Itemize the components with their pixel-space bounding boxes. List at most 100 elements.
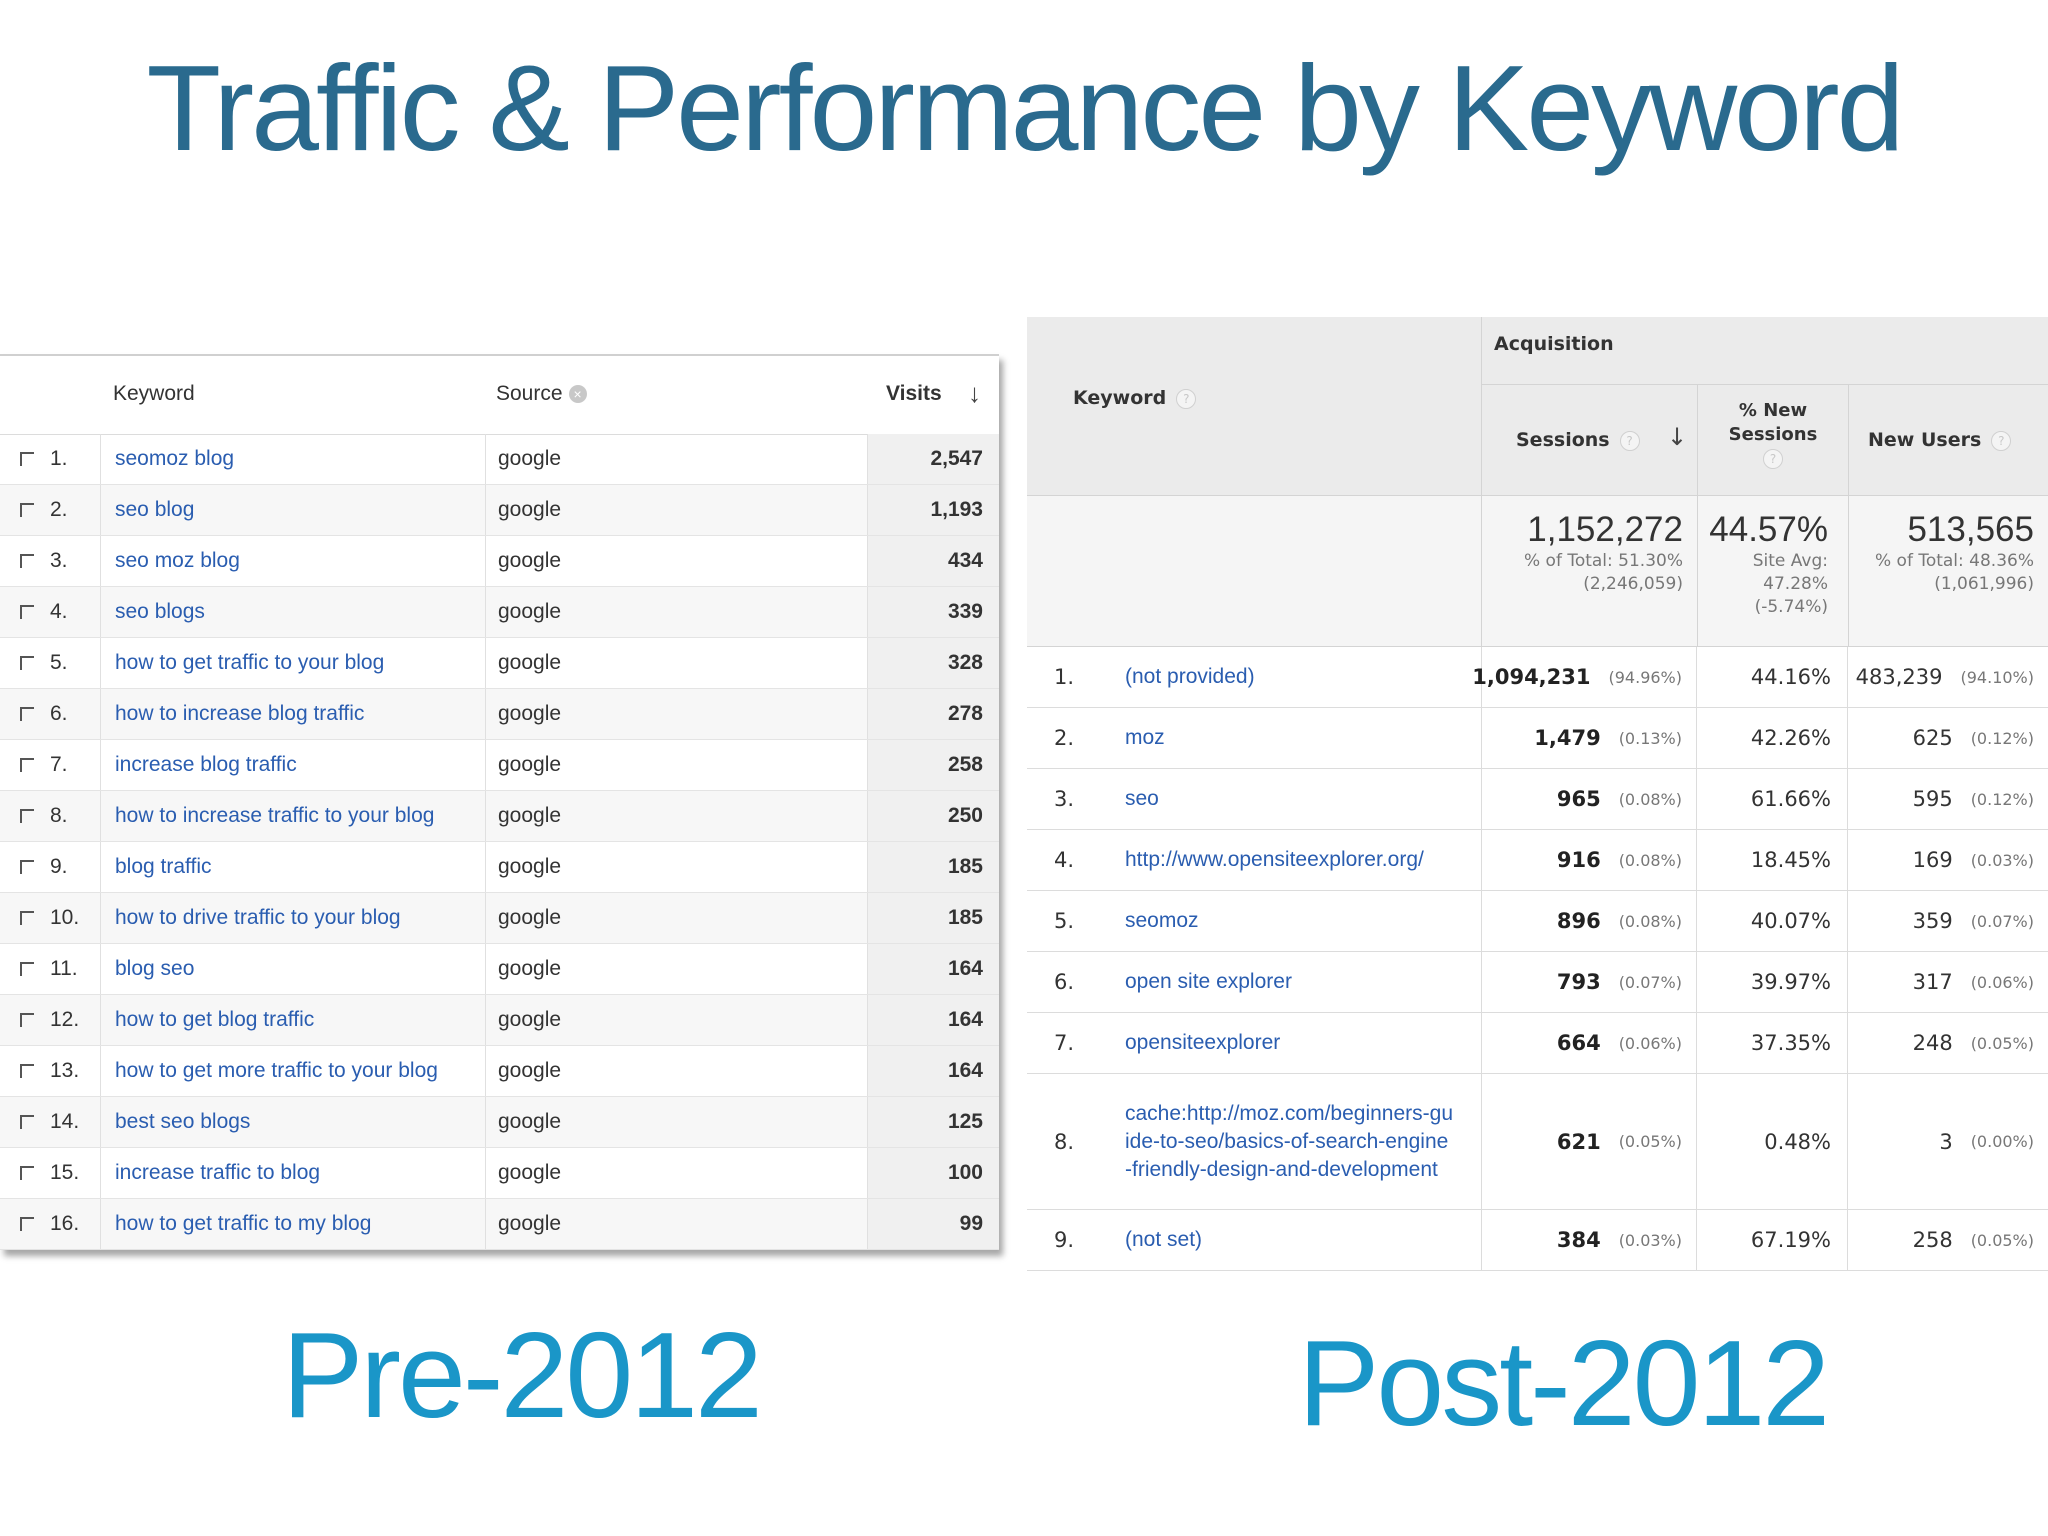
checkbox-icon[interactable] (20, 1217, 34, 1231)
keyword-link[interactable]: (not provided) (1125, 665, 1255, 688)
keyword-link[interactable]: moz (1125, 726, 1165, 749)
keyword-link[interactable]: open site explorer (1125, 970, 1292, 993)
keyword-link[interactable]: increase traffic to blog (115, 1161, 321, 1184)
pre-2012-caption: Pre-2012 (282, 1307, 763, 1443)
keyword-link[interactable]: seo (1125, 787, 1159, 810)
pct-new-sessions-cell: 44.16% (1698, 647, 1848, 707)
checkbox-icon[interactable] (20, 911, 34, 925)
sessions-cell: 1,094,231 (94.96%) (1472, 647, 1697, 707)
keyword-link[interactable]: how to get traffic to your blog (115, 651, 385, 674)
source-cell: google (486, 689, 868, 739)
checkbox-icon[interactable] (20, 503, 34, 517)
visits-column-header[interactable]: Visits (886, 382, 942, 405)
table-row: 9. blog traffic google 185 (0, 842, 999, 893)
keyword-link[interactable]: seomoz blog (115, 447, 235, 470)
checkbox-icon[interactable] (20, 809, 34, 823)
help-icon[interactable]: ? (1991, 431, 2012, 451)
keyword-link[interactable]: best seo blogs (115, 1110, 251, 1133)
new-users-value: 258 (1912, 1228, 1953, 1252)
source-value: google (498, 1212, 562, 1235)
checkbox-icon[interactable] (20, 1064, 34, 1078)
pct-new-sessions-value: 40.07% (1750, 909, 1831, 933)
checkbox-icon[interactable] (20, 452, 34, 466)
checkbox-icon[interactable] (20, 554, 34, 568)
keyword-link[interactable]: (not set) (1125, 1228, 1203, 1251)
keyword-cell: (not provided) (1097, 647, 1482, 707)
acquisition-label: Acquisition (1494, 333, 1614, 355)
sessions-pct: (0.08%) (1618, 911, 1682, 931)
sessions-total: 1,152,272 (1527, 510, 1683, 549)
keyword-cell: open site explorer (1097, 952, 1482, 1012)
close-circle-icon[interactable]: × (568, 385, 587, 403)
row-select-cell: 12. (0, 995, 101, 1045)
keyword-link[interactable]: http://www.opensiteexplorer.org/ (1125, 848, 1424, 871)
row-select-cell: 2. (0, 485, 101, 535)
pct-new-label-line1: % New (1738, 400, 1808, 421)
new-users-cell: 248 (0.05%) (1849, 1013, 2048, 1073)
help-icon[interactable]: ? (1619, 431, 1640, 451)
keyword-link[interactable]: opensiteexplorer (1125, 1031, 1281, 1054)
keyword-link[interactable]: seo blog (115, 498, 195, 521)
keyword-link[interactable]: how to get more traffic to your blog (115, 1059, 438, 1082)
new-users-value: 483,239 (1855, 665, 1943, 689)
row-number: 5. (50, 651, 68, 674)
new-users-pct: (0.05%) (1970, 1230, 2034, 1250)
keyword-cell: seo (1097, 769, 1482, 829)
arrow-down-icon[interactable]: ↓ (968, 378, 981, 408)
checkbox-icon[interactable] (20, 656, 34, 670)
sessions-pct: (0.07%) (1618, 972, 1682, 992)
checkbox-icon[interactable] (20, 1166, 34, 1180)
keyword-link[interactable]: how to drive traffic to your blog (115, 906, 401, 929)
new-users-cell: 3 (0.00%) (1849, 1074, 2048, 1209)
new-users-pct: (0.03%) (1970, 850, 2034, 870)
checkbox-icon[interactable] (20, 860, 34, 874)
sessions-cell: 1,479 (0.13%) (1482, 708, 1697, 768)
visits-cell: 328 (868, 638, 999, 688)
sessions-column-header[interactable]: Sessions? (1516, 429, 1640, 451)
checkbox-icon[interactable] (20, 707, 34, 721)
keyword-link[interactable]: seomoz (1125, 909, 1199, 932)
visits-value: 164 (947, 1059, 983, 1082)
keyword-link[interactable]: blog traffic (115, 855, 212, 878)
keyword-link[interactable]: seo moz blog (115, 549, 240, 572)
new-users-cell: 483,239 (94.10%) (1849, 647, 2048, 707)
checkbox-icon[interactable] (20, 962, 34, 976)
visits-cell: 164 (868, 1046, 999, 1096)
sessions-value: 1,479 (1534, 726, 1601, 750)
row-number: 6. (50, 702, 68, 725)
new-users-cell: 595 (0.12%) (1849, 769, 2048, 829)
checkbox-icon[interactable] (20, 758, 34, 772)
sessions-value: 621 (1556, 1129, 1601, 1154)
table-row: 14. best seo blogs google 125 (0, 1097, 999, 1148)
keyword-cell: seomoz blog (101, 434, 486, 484)
keyword-column-header[interactable]: Keyword? (1073, 387, 1197, 409)
checkbox-icon[interactable] (20, 1115, 34, 1129)
new-users-column-header[interactable]: New Users? (1868, 429, 2012, 451)
row-number: 7. (1054, 1031, 1075, 1055)
new-users-value: 625 (1912, 726, 1953, 750)
keyword-link[interactable]: how to get blog traffic (115, 1008, 315, 1031)
row-number: 3. (50, 549, 68, 572)
keyword-column-header[interactable]: Keyword (113, 382, 195, 405)
keyword-link[interactable]: how to increase blog traffic (115, 702, 365, 725)
keyword-link[interactable]: how to get traffic to my blog (115, 1212, 372, 1235)
source-value: google (498, 957, 562, 980)
keyword-link[interactable]: how to increase traffic to your blog (115, 804, 435, 827)
keyword-link[interactable]: increase blog traffic (115, 753, 297, 776)
help-icon[interactable]: ? (1763, 449, 1783, 469)
help-icon[interactable]: ? (1176, 389, 1197, 409)
pct-new-sessions-column-header[interactable]: % New Sessions ? (1698, 399, 1848, 471)
visits-cell: 339 (868, 587, 999, 637)
pct-new-site-delta: (-5.74%) (1754, 597, 1828, 617)
source-value: google (498, 600, 562, 623)
arrow-down-icon[interactable]: ↓ (1667, 423, 1688, 451)
sessions-value: 384 (1556, 1228, 1601, 1252)
keyword-link[interactable]: seo blogs (115, 600, 205, 623)
keyword-link[interactable]: blog seo (115, 957, 195, 980)
row-select-cell: 13. (0, 1046, 101, 1096)
pct-new-sessions-value: 67.19% (1750, 1228, 1831, 1252)
checkbox-icon[interactable] (20, 605, 34, 619)
keyword-link[interactable]: cache:http://moz.com/beginners-guide-to-… (1125, 1101, 1454, 1181)
source-column-header[interactable]: Source × (496, 382, 587, 406)
checkbox-icon[interactable] (20, 1013, 34, 1027)
